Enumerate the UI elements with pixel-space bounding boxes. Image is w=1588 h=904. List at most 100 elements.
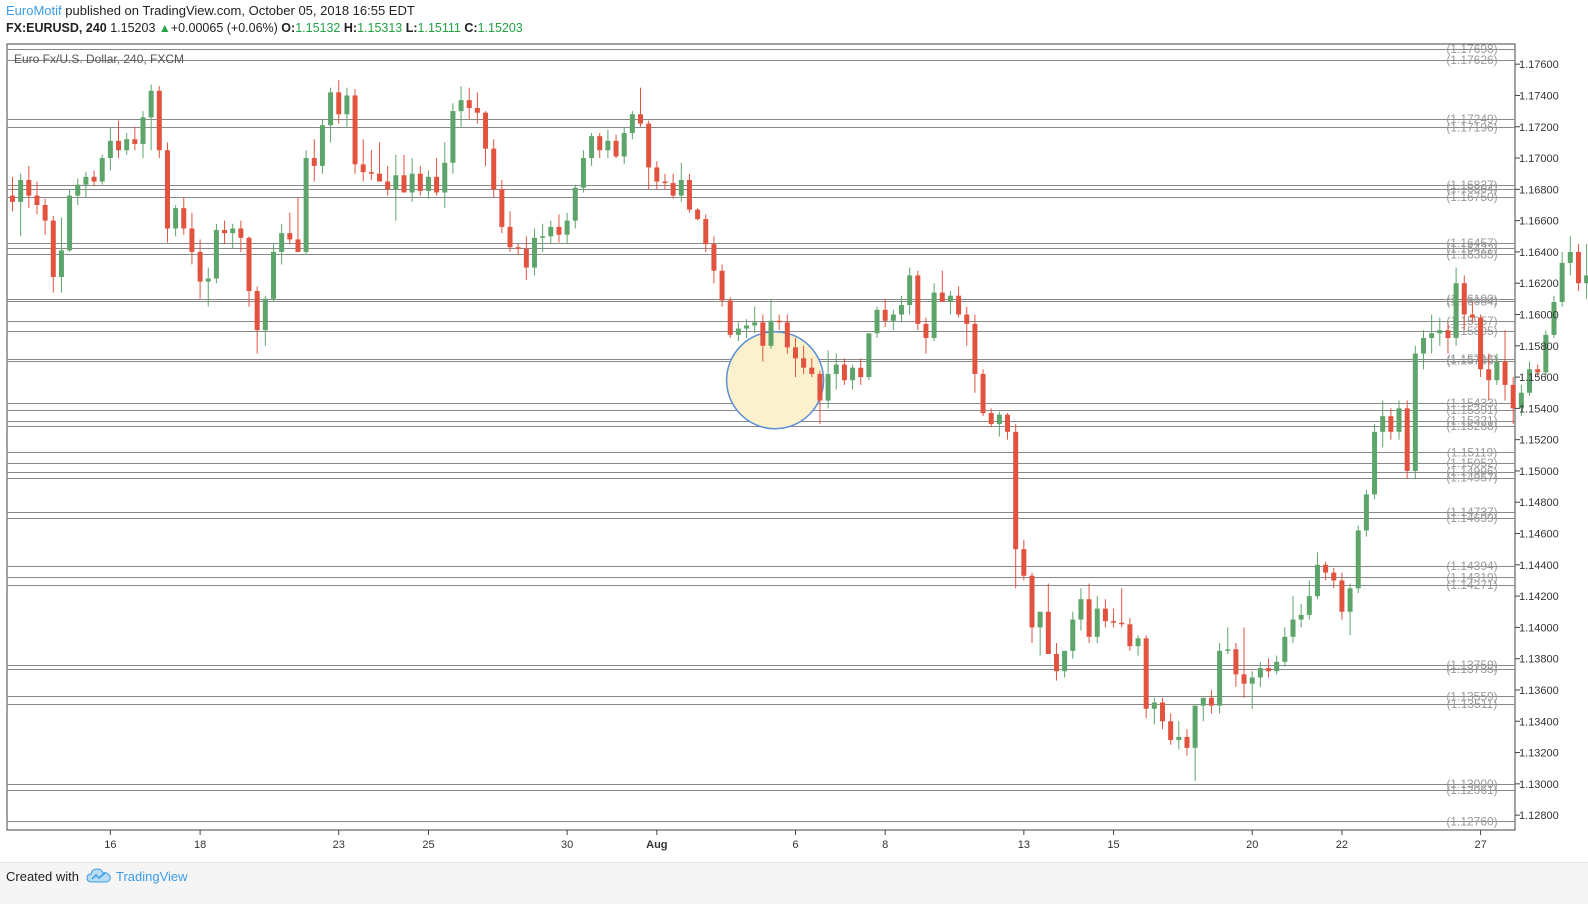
candle — [841, 358, 847, 385]
candle — [409, 158, 415, 202]
candle — [964, 306, 970, 346]
price-tick-label: 1.15400 — [1519, 403, 1559, 415]
time-axis[interactable]: 16 18 23 25 30 Aug 6 8 13 15 20 22 27 — [104, 830, 1487, 851]
candle-body — [1314, 564, 1320, 597]
price-tick-label: 1.13600 — [1519, 685, 1559, 697]
price-level-label: (1.15321) — [1446, 414, 1497, 428]
candle-body — [1502, 361, 1508, 385]
candle — [1363, 489, 1369, 537]
time-tick-label: 20 — [1246, 839, 1258, 851]
candle-body — [213, 230, 219, 279]
candle-body — [507, 226, 513, 248]
candle — [735, 322, 741, 342]
candle-body — [719, 270, 725, 301]
price-level-label: (1.17196) — [1446, 120, 1497, 134]
candle — [874, 306, 880, 338]
candle — [1453, 267, 1459, 346]
candle-body — [352, 95, 358, 165]
candle-body — [662, 181, 668, 184]
candle — [792, 337, 798, 378]
candle — [956, 286, 962, 318]
candle — [42, 198, 48, 235]
candle-body — [499, 189, 505, 227]
price-level-label: (1.12961) — [1446, 783, 1497, 797]
low-value: 1.15111 — [417, 21, 461, 35]
candle-body — [1298, 614, 1304, 620]
time-tick-label: 18 — [194, 839, 206, 851]
price-tick-label: 1.15800 — [1519, 341, 1559, 353]
candle — [1502, 330, 1508, 401]
price-tick-label: 1.12800 — [1519, 810, 1559, 822]
price-tick-label: 1.17200 — [1519, 122, 1559, 134]
candle-body — [1119, 622, 1125, 625]
candle-body — [34, 195, 40, 205]
candle-body — [548, 226, 554, 237]
candle — [1045, 583, 1051, 654]
candle-body — [589, 136, 595, 159]
candle — [483, 111, 489, 166]
candlestick-chart[interactable]: (1.17698)(1.17626) (1.17249)(1.17196) (1.1… — [0, 0, 1588, 862]
price-level-label: (1.16385) — [1446, 247, 1497, 261]
candle-body — [899, 305, 905, 315]
candle-body — [1029, 575, 1035, 628]
candle — [83, 172, 89, 198]
candle-body — [964, 314, 970, 324]
candle — [629, 111, 635, 140]
candle — [1208, 689, 1214, 714]
candle — [1551, 295, 1557, 338]
price-level-label: (1.16750) — [1446, 190, 1497, 204]
candle — [931, 283, 937, 342]
candle-body — [140, 117, 146, 144]
candle — [148, 84, 154, 151]
candle — [1086, 583, 1092, 644]
candle-body — [784, 322, 790, 348]
candle — [1119, 588, 1125, 628]
candle-body — [809, 367, 815, 374]
last-price: 1.15203 — [110, 21, 156, 35]
candle-body — [1453, 283, 1459, 338]
candle — [1266, 658, 1272, 678]
candle — [417, 165, 423, 196]
candle-body — [1086, 599, 1092, 637]
candle-body — [1143, 638, 1149, 709]
candle-body — [491, 148, 497, 190]
candle-body — [703, 219, 709, 245]
candle — [1029, 572, 1035, 644]
candle — [311, 139, 317, 182]
candle-body — [425, 176, 431, 191]
price-axis[interactable]: 1.17600 1.17400 1.17200 1.17000 1.16800 1.166… — [1515, 59, 1559, 822]
candle-body — [1151, 702, 1157, 709]
candle — [1575, 244, 1581, 292]
candle — [1184, 729, 1190, 756]
candle-body — [75, 184, 81, 196]
candle — [719, 264, 725, 307]
candle-body — [605, 140, 611, 151]
candle — [1102, 599, 1108, 628]
candle-body — [385, 181, 391, 190]
price-level-label: (1.13759) — [1446, 658, 1497, 672]
candle — [1257, 661, 1263, 687]
candle-body — [841, 364, 847, 381]
price-level-label: (1.14699) — [1446, 511, 1497, 525]
candle — [678, 162, 684, 202]
price-tick-label: 1.15200 — [1519, 435, 1559, 447]
candle-body — [1184, 736, 1190, 748]
tradingview-link[interactable]: TradingView — [116, 869, 188, 884]
candle-body — [91, 176, 97, 182]
candle — [531, 228, 537, 276]
candle-body — [311, 158, 317, 166]
candle-body — [1478, 317, 1484, 370]
plot-frame — [6, 43, 1516, 831]
open-label: O: — [281, 21, 296, 35]
author-link[interactable]: EuroMotif — [6, 3, 62, 18]
time-tick-label: 25 — [422, 839, 434, 851]
candle-body — [801, 358, 807, 368]
candle-body — [401, 175, 407, 193]
candle — [1461, 275, 1467, 331]
price-tick-label: 1.13200 — [1519, 748, 1559, 760]
footer: Created with TradingView — [0, 862, 1588, 904]
candle-body — [189, 228, 195, 252]
candle — [1037, 611, 1043, 656]
price-level-label: (1.15052) — [1446, 456, 1497, 470]
candle — [556, 214, 562, 243]
